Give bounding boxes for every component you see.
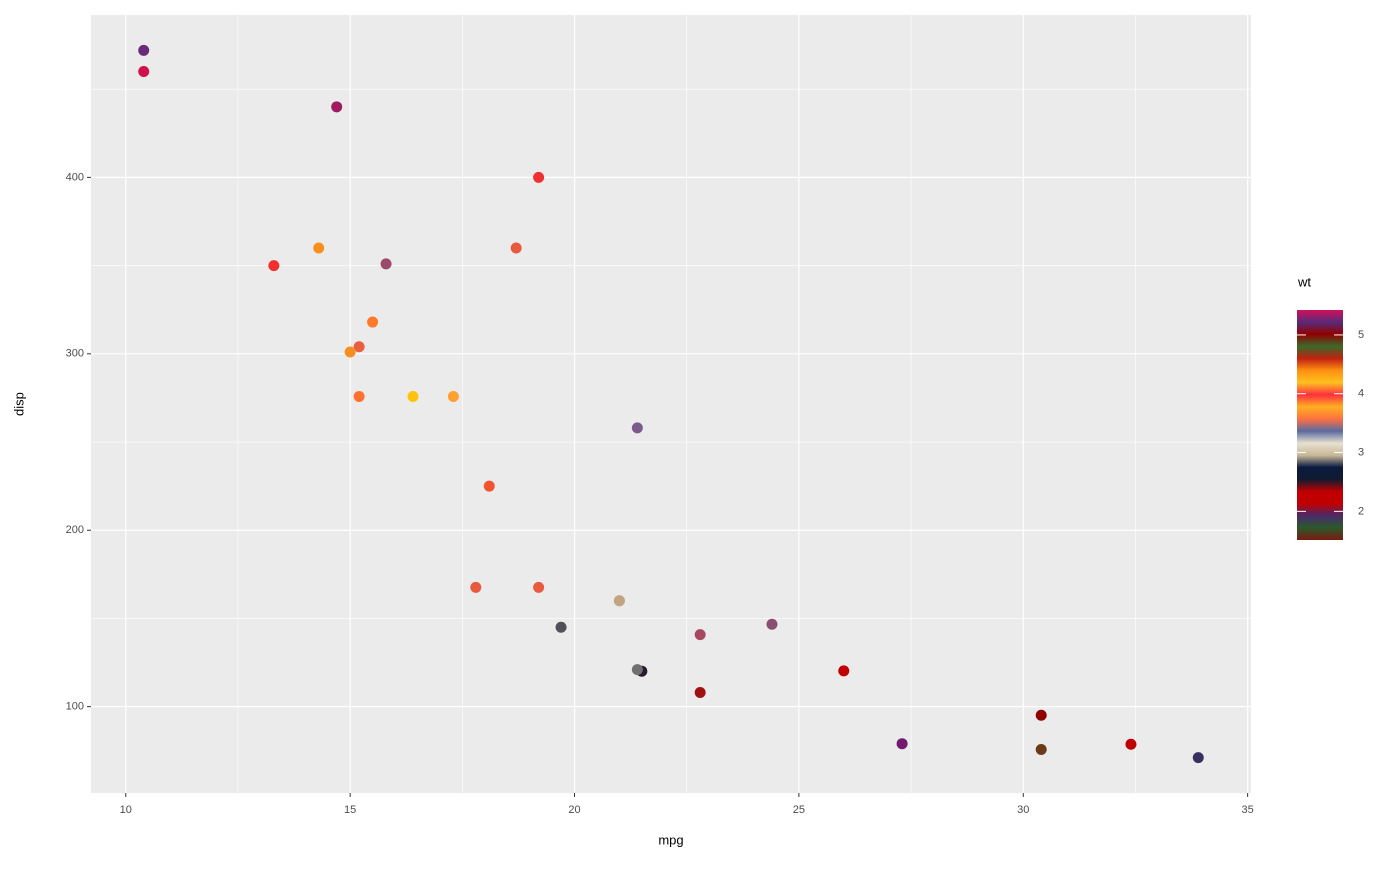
y-tick-label: 200 [66, 524, 84, 536]
point [353, 341, 365, 353]
point [766, 618, 778, 630]
x-tick-label: 10 [120, 804, 132, 816]
point [268, 260, 280, 272]
colorbar-label: 4 [1358, 388, 1364, 400]
legend-title: wt [1297, 274, 1311, 289]
y-axis-title: disp [11, 392, 26, 416]
point [407, 391, 419, 403]
colorbar [1297, 310, 1343, 540]
point [555, 621, 567, 633]
point [1125, 738, 1137, 750]
colorbar-label: 3 [1358, 446, 1364, 458]
y-tick-label: 300 [66, 348, 84, 360]
point [138, 66, 150, 78]
point [380, 258, 392, 270]
x-tick-label: 20 [568, 804, 580, 816]
x-tick-label: 35 [1242, 804, 1254, 816]
point [367, 316, 379, 328]
colorbar-label: 2 [1358, 505, 1364, 517]
point [631, 664, 643, 676]
point [483, 480, 495, 492]
x-tick-label: 15 [344, 804, 356, 816]
y-tick-label: 100 [66, 701, 84, 713]
x-tick-label: 30 [1017, 804, 1029, 816]
point [533, 581, 545, 593]
point [353, 391, 365, 403]
point [138, 44, 150, 56]
point [447, 391, 459, 403]
point [631, 422, 643, 434]
point [838, 665, 850, 677]
point [613, 595, 625, 607]
point [694, 687, 706, 699]
point [331, 101, 343, 113]
point [533, 171, 545, 183]
point [896, 738, 908, 750]
point [344, 346, 356, 358]
x-axis-title: mpg [658, 832, 683, 847]
point [1192, 752, 1204, 764]
panel [91, 15, 1251, 793]
point [1035, 709, 1047, 721]
x-tick-label: 25 [793, 804, 805, 816]
point [470, 581, 482, 593]
point [313, 242, 325, 254]
point [1035, 744, 1047, 756]
y-tick-label: 400 [66, 171, 84, 183]
point [694, 629, 706, 641]
colorbar-label: 5 [1358, 329, 1364, 341]
point [510, 242, 522, 254]
